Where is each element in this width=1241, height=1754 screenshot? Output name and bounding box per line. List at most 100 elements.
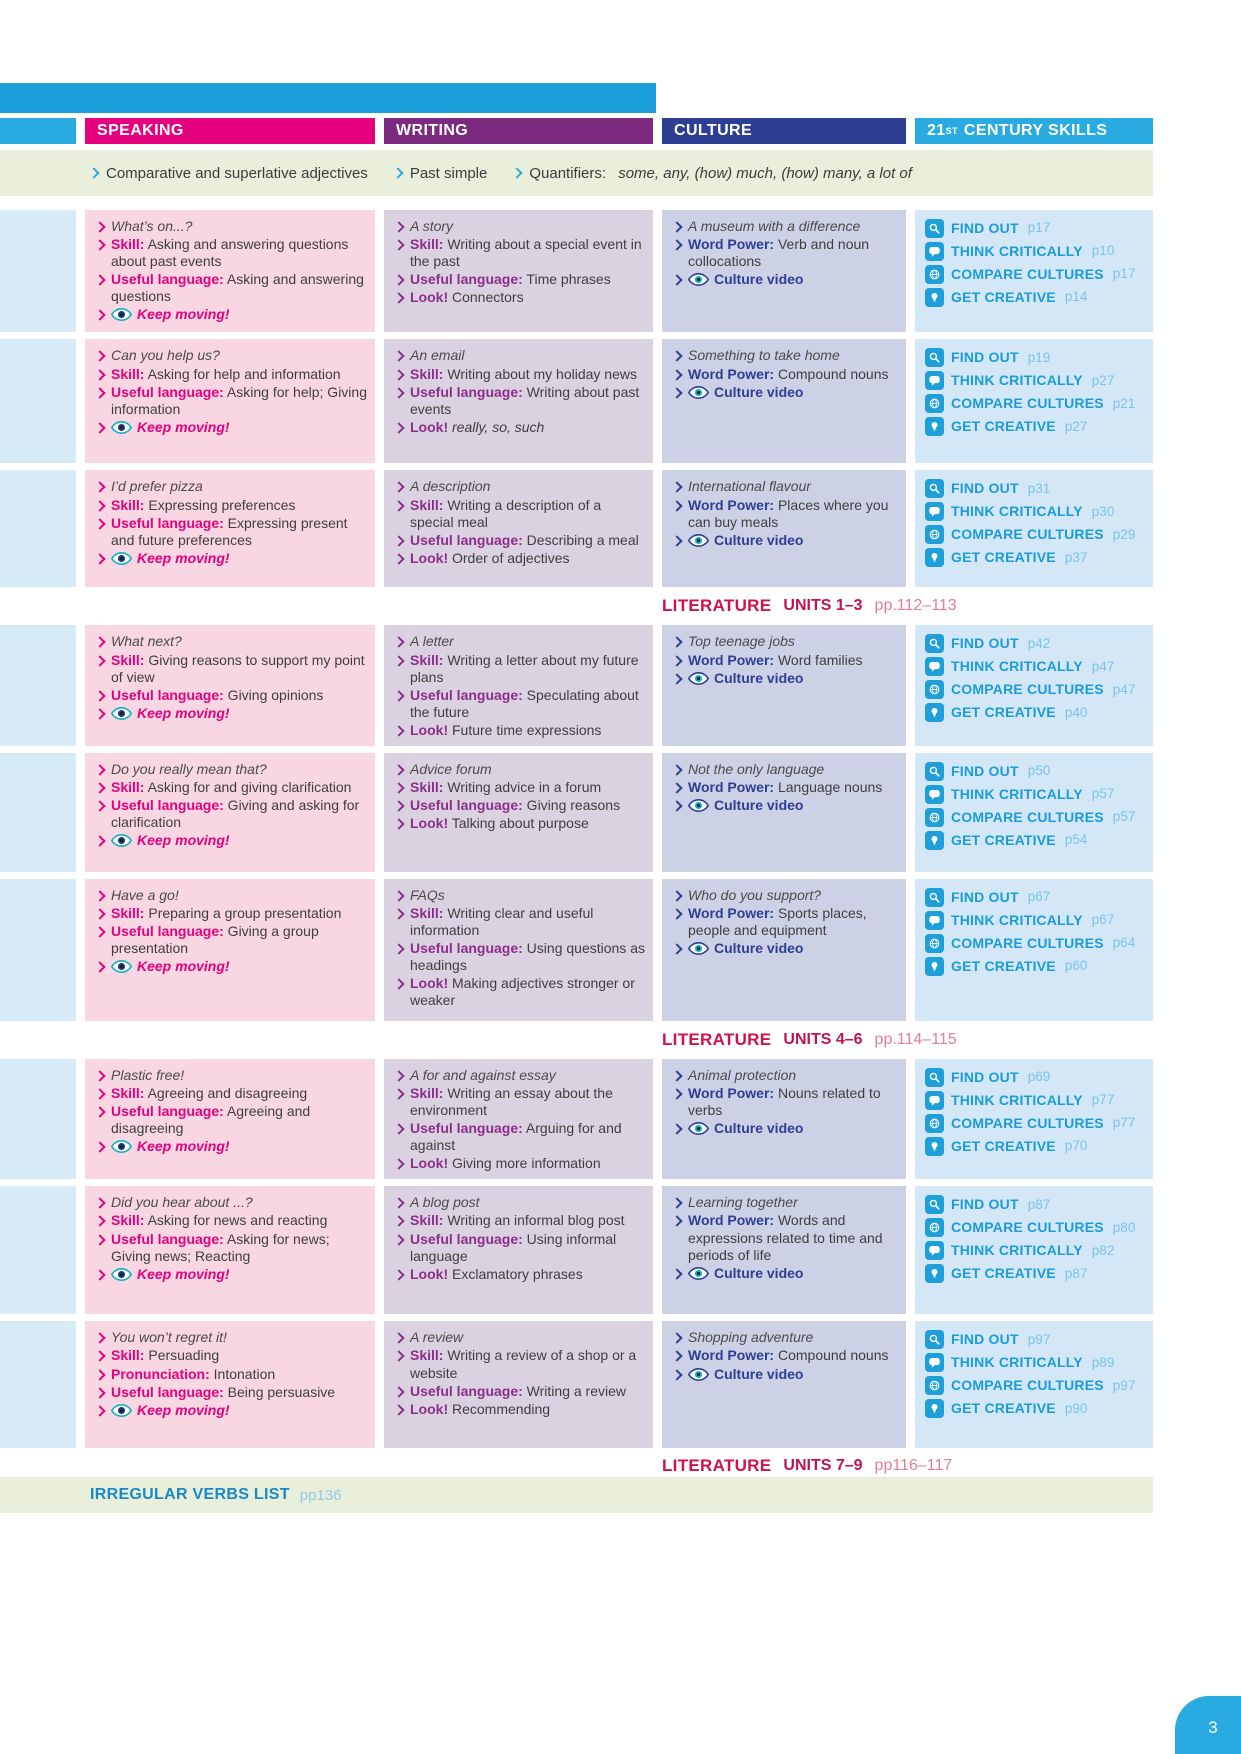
lesson-title: A blog post [393, 1194, 645, 1211]
skill-entry: GET CREATIVE p40 [925, 703, 1145, 723]
keep-moving-line: Keep moving! [94, 832, 367, 851]
irregular-verbs-title: IRREGULAR VERBS LIST [90, 1486, 290, 1503]
page-ref: p47 [1112, 681, 1136, 697]
irregular-verbs-pages: pp136 [299, 1486, 342, 1504]
culture-video-line-label: Culture video [714, 797, 804, 814]
lightbulb-icon [925, 548, 944, 568]
literature-label: LITERATURE [662, 596, 772, 616]
chevron-icon [94, 239, 106, 251]
skill-entry-label: THINK CRITICALLY [951, 658, 1083, 675]
eye-icon [687, 385, 710, 403]
keep-moving-line-label: Keep moving! [137, 1138, 230, 1155]
skill-line-label: Skill: [111, 365, 145, 382]
lesson-title-text: Shopping adventure [688, 1329, 814, 1346]
page-ref: p77 [1091, 1092, 1115, 1108]
chevron-icon [393, 499, 405, 512]
look-line-label: Look! [410, 1155, 449, 1172]
useful-language-line-text: Being persuasive [223, 1383, 336, 1400]
skill-entry-label: GET CREATIVE [951, 549, 1056, 566]
grammar-item: Past simple [392, 165, 487, 182]
skill-entry-label: GET CREATIVE [951, 1137, 1056, 1154]
skill-entry-label: THINK CRITICALLY [951, 1354, 1083, 1371]
chevron-icon [393, 800, 405, 812]
globe-icon [925, 1376, 944, 1396]
useful-language-line-text: Writing a review [522, 1382, 627, 1399]
eye-icon [110, 1140, 133, 1157]
look-line-text: Making adjectives stronger or weaker [410, 975, 635, 1009]
skill-entry-label: COMPARE CULTURES [951, 395, 1104, 412]
page-ref: p67 [1091, 912, 1115, 928]
skill-entry: THINK CRITICALLY p77 [925, 1090, 1145, 1110]
keep-moving-line: Keep moving! [94, 1402, 367, 1421]
chevron-icon [393, 1215, 405, 1228]
skill-line-label: Skill: [111, 905, 145, 922]
chevron-icon [393, 1070, 405, 1082]
skill-entry-label: COMPARE CULTURES [951, 1219, 1104, 1236]
keep-moving-line-label: Keep moving! [137, 704, 230, 721]
useful-language-line-text: Time phrases [522, 271, 611, 288]
page-ref: p30 [1091, 503, 1115, 519]
speaking-cell: Did you hear about ...? Skill: Asking for… [85, 1186, 375, 1315]
lesson-title: International flavour [671, 478, 898, 495]
chevron-icon [88, 167, 100, 179]
skill-line: Skill: Agreeing and disagreeing [94, 1085, 367, 1102]
word-power-line-text: Word families [774, 651, 863, 668]
chevron-icon [671, 535, 683, 547]
skill-entry-label: COMPARE CULTURES [951, 681, 1104, 698]
skill-line-label: Skill: [410, 365, 444, 382]
culture-cell: Top teenage jobs Word Power: Word familie… [662, 625, 906, 746]
word-power-line: Word Power: Verb and noun collocations [671, 236, 898, 270]
skill-entry: THINK CRITICALLY p89 [925, 1353, 1145, 1373]
chevron-icon [671, 1268, 683, 1280]
skill-line-label: Skill: [111, 651, 145, 668]
skill-line-text: Giving reasons to support my point of vi… [111, 651, 365, 685]
skill-entry: GET CREATIVE p87 [925, 1264, 1145, 1284]
word-power-line-label: Word Power: [688, 496, 775, 513]
skill-line-label: Skill: [410, 651, 444, 668]
skill-line: Skill: Persuading [94, 1347, 367, 1364]
speech-bubble-icon [925, 910, 944, 930]
lesson-title-text: Learning together [688, 1194, 798, 1211]
page-ref: p27 [1064, 418, 1088, 434]
header-speaking: SPEAKING [85, 118, 375, 144]
lesson-title: A letter [393, 633, 645, 650]
chevron-icon [393, 292, 405, 304]
look-line-label: Look! [410, 1265, 449, 1282]
lesson-title-text: Plastic free! [111, 1066, 185, 1083]
skill-entry-label: THINK CRITICALLY [951, 911, 1083, 928]
chevron-icon [94, 926, 106, 938]
skill-line: Skill: Writing about a special event in … [393, 236, 645, 270]
skill-line: Skill: Writing a description of a specia… [393, 497, 645, 531]
keep-moving-line-label: Keep moving! [137, 549, 230, 566]
keep-moving-line: Keep moving! [94, 549, 367, 569]
chevron-icon [671, 1332, 683, 1345]
lesson-title: Shopping adventure [671, 1329, 898, 1346]
skill-entry: FIND OUT p50 [925, 761, 1145, 781]
useful-language-line: Useful language: Agreeing and disagreein… [94, 1103, 367, 1137]
chevron-icon [393, 386, 405, 399]
skills-cell: FIND OUT p50 THINK CRITICALLY p57 COMPARE CU… [915, 752, 1153, 872]
skill-entry-label: FIND OUT [951, 349, 1019, 366]
skill-line-text: Agreeing and disagreeing [144, 1085, 308, 1102]
chevron-icon [94, 636, 106, 649]
page-ref: p90 [1064, 1400, 1088, 1416]
useful-language-line-label: Useful language: [111, 686, 224, 703]
chevron-icon [94, 1088, 106, 1100]
lightbulb-icon [925, 1399, 944, 1419]
globe-icon [925, 1113, 944, 1133]
eye-icon [687, 1367, 710, 1385]
literature-label: LITERATURE [662, 1456, 772, 1476]
chevron-icon [94, 1233, 106, 1246]
speaking-cell: Can you help us? Skill: Asking for help a… [85, 339, 375, 464]
word-power-line-label: Word Power: [688, 236, 775, 253]
culture-video-line: Culture video [671, 271, 898, 290]
useful-language-line: Useful language: Arguing for and against [393, 1120, 645, 1154]
useful-language-line-text: Speculating about the future [410, 686, 639, 720]
useful-language-line-text: Using informal language [410, 1230, 617, 1264]
look-line: Look! Making adjectives stronger or weak… [393, 975, 645, 1009]
look-line: Look! Giving more information [393, 1155, 645, 1172]
chevron-icon [511, 167, 524, 179]
look-line-text: Future time expressions [448, 721, 602, 738]
chevron-icon [671, 943, 683, 955]
header-culture: CULTURE [662, 118, 906, 144]
